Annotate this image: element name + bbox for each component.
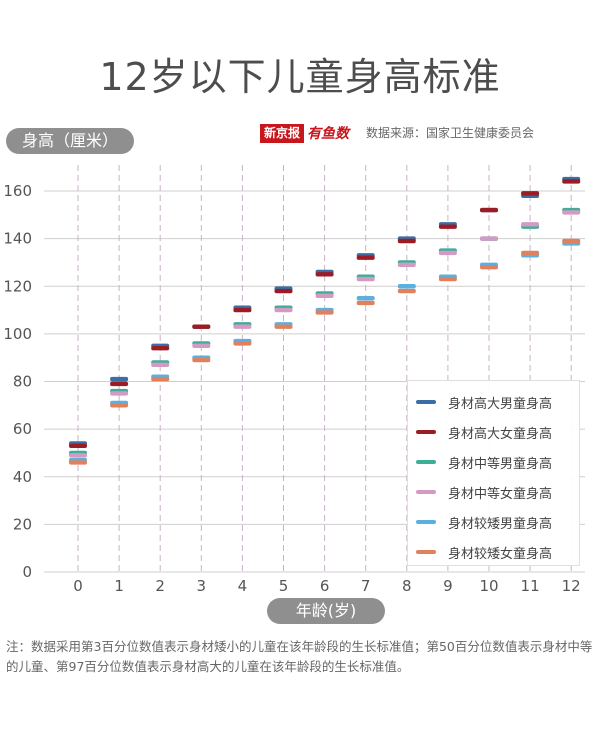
x-tick-label: 1 <box>114 577 124 595</box>
data-point <box>110 391 129 396</box>
data-point <box>192 357 211 363</box>
y-tick-label: 40 <box>13 468 32 486</box>
legend-swatch <box>416 550 436 554</box>
data-point <box>562 179 581 184</box>
x-axis-label: 年龄(岁) <box>267 598 385 624</box>
legend-swatch <box>416 400 436 404</box>
legend-label: 身材高大女童身高 <box>448 426 553 442</box>
y-tick-label: 100 <box>3 325 32 343</box>
x-tick-label: 12 <box>562 577 581 595</box>
data-point <box>274 288 293 294</box>
data-point <box>233 341 252 346</box>
data-point <box>233 307 252 313</box>
x-tick-label: 6 <box>320 577 330 595</box>
data-point <box>69 443 87 448</box>
y-tick-label: 20 <box>13 515 32 533</box>
x-tick-label: 10 <box>479 577 498 595</box>
chart-title: 12岁以下儿童身高标准 <box>99 55 501 99</box>
data-point <box>356 295 375 301</box>
data-point <box>480 207 498 213</box>
legend-item: 身材高大女童身高 <box>408 417 579 447</box>
chart-legend: 身材高大男童身高 身材高大女童身高 身材中等男童身高 身材中等女童身高 身材较矮男童身高… <box>407 380 580 566</box>
data-point <box>69 453 87 458</box>
data-point <box>521 191 540 196</box>
data-point <box>397 288 416 294</box>
data-point <box>315 310 334 315</box>
data-point <box>274 307 293 313</box>
data-point <box>69 460 87 465</box>
legend-swatch <box>416 490 436 494</box>
x-tick-label: 3 <box>197 577 207 595</box>
data-point <box>110 376 129 382</box>
data-point <box>192 324 211 329</box>
data-point <box>110 403 129 408</box>
data-point <box>438 250 457 256</box>
data-point <box>356 300 375 306</box>
x-tick-label: 4 <box>238 577 248 595</box>
brand-logo-script: 有鱼数 <box>307 126 350 142</box>
data-point <box>521 222 540 227</box>
data-point <box>438 224 457 229</box>
y-axis-label: 身高（厘米） <box>6 128 134 154</box>
data-point <box>562 210 581 215</box>
y-tick-label: 60 <box>13 420 32 438</box>
data-point <box>438 276 457 282</box>
x-tick-label: 11 <box>521 577 540 595</box>
data-source: 数据来源：国家卫生健康委员会 <box>366 126 535 140</box>
data-point <box>397 262 416 268</box>
x-tick-label: 5 <box>279 577 289 595</box>
legend-label: 身材高大男童身高 <box>448 396 553 412</box>
legend-item: 身材高大男童身高 <box>408 387 579 417</box>
legend-item: 身材中等男童身高 <box>408 447 579 477</box>
footnote: 注：数据采用第3百分位数值表示身材矮小的儿童在该年龄段的生长标准值；第50百分位… <box>6 639 593 674</box>
data-point <box>233 324 252 329</box>
legend-label: 身材较矮女童身高 <box>448 546 553 562</box>
data-point <box>397 238 416 244</box>
x-tick-label: 2 <box>155 577 165 595</box>
data-point <box>521 250 540 256</box>
data-point <box>151 345 170 351</box>
brand-logo: 新京报 有鱼数 <box>260 123 349 143</box>
x-tick-label: 0 <box>73 577 83 595</box>
brand-logo-text: 新京报 <box>260 123 305 143</box>
data-point <box>562 238 581 244</box>
legend-item: 身材中等女童身高 <box>408 477 579 507</box>
legend-label: 身材中等男童身高 <box>448 456 553 472</box>
y-tick-label: 80 <box>13 373 32 391</box>
data-point <box>315 293 334 298</box>
legend-swatch <box>416 430 436 434</box>
data-point <box>356 276 375 282</box>
x-tick-label: 8 <box>402 577 412 595</box>
legend-swatch <box>416 460 436 464</box>
data-point <box>274 324 293 329</box>
y-tick-label: 0 <box>22 563 32 581</box>
y-tick-label: 120 <box>3 277 32 295</box>
y-tick-label: 160 <box>3 182 32 200</box>
data-point <box>480 236 498 241</box>
data-point <box>110 381 129 387</box>
y-tick-label: 140 <box>3 230 32 248</box>
x-tick-label: 9 <box>443 577 453 595</box>
legend-item: 身材较矮女童身高 <box>408 537 579 567</box>
data-point <box>151 362 170 368</box>
data-point <box>315 272 334 277</box>
legend-item: 身材较矮男童身高 <box>408 507 579 537</box>
legend-label: 身材中等女童身高 <box>448 486 553 502</box>
data-point <box>480 265 498 270</box>
data-point <box>397 284 416 289</box>
data-point <box>192 343 211 348</box>
data-point <box>151 376 170 382</box>
data-point <box>356 255 375 260</box>
legend-swatch <box>416 520 436 524</box>
x-tick-label: 7 <box>361 577 371 595</box>
legend-label: 身材较矮男童身高 <box>448 516 553 532</box>
